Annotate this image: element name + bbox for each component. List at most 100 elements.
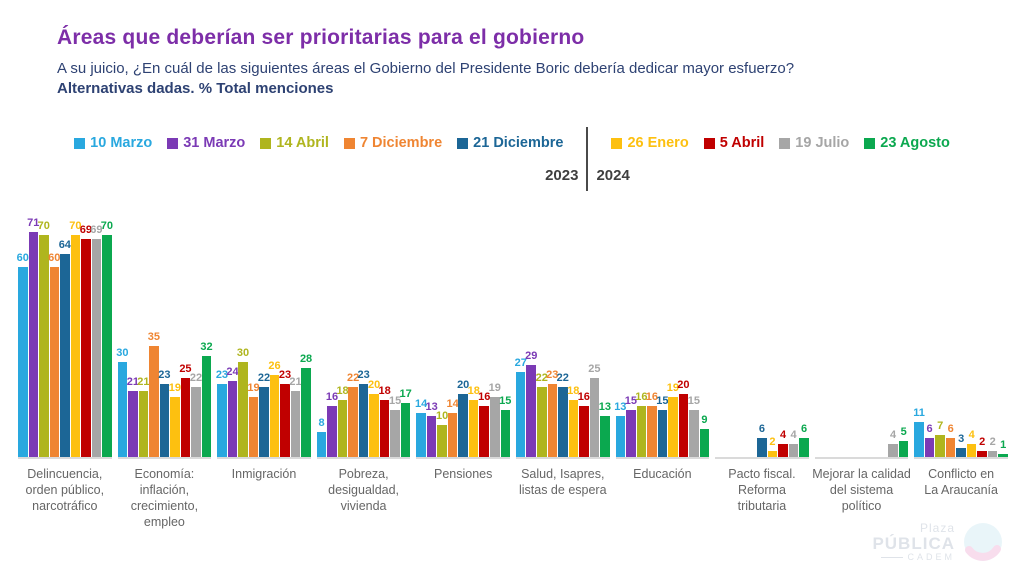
bar-value-label: 15 [389, 394, 402, 407]
bar-19-julio [987, 450, 998, 457]
bar-group: 14 13 10 14 20 18 16 19 15 [415, 217, 511, 459]
bar-21-diciembre [159, 384, 170, 457]
bar-value-label: 71 [27, 217, 40, 230]
bar-value-label: 25 [179, 362, 192, 375]
bar-slot [736, 217, 746, 457]
logo-publica-text: PÚBLICA [872, 533, 955, 553]
bar-value-label: 6 [926, 423, 933, 435]
category-group: 11 6 7 6 3 4 2 2 1 Conflicto en La Araucanía [913, 217, 1008, 530]
legend-label: 7 Diciembre [359, 135, 443, 151]
bar-slot: 22 [189, 217, 203, 457]
bar-slot: 3 [956, 217, 966, 457]
bar-slot: 22 [536, 217, 548, 457]
bar-slot: 17 [400, 217, 412, 457]
category-label: Pobreza, desigualdad, vivienda [328, 467, 400, 513]
bar-slot: 6 [757, 217, 767, 457]
bar-value-label: 2 [769, 435, 776, 448]
legend-label: 31 Marzo [183, 135, 246, 151]
bar-group: 60 71 70 60 64 70 69 69 70 [17, 217, 113, 459]
bar-19-julio [390, 409, 400, 457]
bar-value-label: 22 [257, 372, 271, 385]
bar-value-label: 27 [514, 356, 527, 369]
bar-value-label: 15 [624, 394, 637, 407]
bar-value-label: 70 [69, 220, 82, 233]
bar-value-label: 70 [37, 220, 50, 233]
bar-19-julio [191, 387, 201, 457]
bar-14-abril [636, 406, 647, 457]
category-group: 23 24 30 19 22 26 23 21 28 Inmigración [216, 217, 312, 530]
bar-value-label: 60 [48, 252, 61, 264]
category-group: 4 5 Mejorar la calidad del sistema polític… [812, 217, 911, 530]
bar-value-label: 4 [779, 429, 787, 442]
bar-group: 8 16 18 22 23 20 18 15 17 [316, 217, 412, 459]
bar-value-label: 2 [989, 435, 996, 448]
bar-slot: 19 [247, 217, 260, 457]
legend-label: 19 Julio [795, 135, 850, 151]
category-group: 27 29 22 23 22 18 16 25 13 Salud, Isapres, listas… [514, 217, 611, 530]
bar-10-marzo [515, 371, 526, 457]
bar-23-agosto [201, 355, 212, 457]
bar-value-label: 4 [890, 429, 897, 442]
bar-value-label: 13 [425, 400, 438, 413]
bar-value-label: 23 [278, 369, 292, 382]
legend-swatch-icon [343, 137, 355, 149]
bar-7-diciembre [149, 346, 159, 457]
bar-23-agosto [799, 438, 809, 457]
legend-item-5-abril: 5 Abril [703, 127, 764, 151]
bar-value-label: 22 [189, 372, 203, 385]
bar-value-label: 19 [247, 381, 260, 394]
bar-31-marzo [227, 381, 238, 457]
legend-item-7-diciembre: 7 Diciembre [343, 127, 443, 151]
bar-19-julio [689, 409, 699, 457]
bar-value-label: 20 [677, 378, 690, 391]
bar-slot: 19 [169, 217, 181, 457]
bar-10-marzo [316, 431, 327, 457]
bar-23-agosto [699, 428, 710, 457]
legend-label: 10 Marzo [90, 135, 153, 151]
bar-7-diciembre [447, 412, 458, 457]
bar-value-label: 30 [116, 347, 129, 359]
bar-value-label: 15 [656, 394, 669, 407]
bar-slot: 23 [216, 217, 228, 457]
legend-item-31-marzo: 31 Marzo [167, 127, 245, 151]
bar-value-label: 18 [378, 385, 391, 397]
bar-slot: 4 [888, 217, 898, 457]
bar-value-label: 16 [577, 391, 590, 404]
bar-14-abril [437, 425, 447, 457]
bar-7-diciembre [49, 267, 60, 457]
legend-swatch-icon [611, 137, 623, 149]
bar-group: 23 24 30 19 22 26 23 21 28 [216, 217, 312, 459]
bar-value-label: 70 [100, 220, 113, 233]
bar-21-diciembre [358, 384, 369, 457]
bar-slot: 20 [677, 217, 690, 457]
bar-slot: 6 [924, 217, 935, 457]
bar-23-agosto [998, 453, 1008, 457]
cadem-logo: Plaza PÚBLICA CADEM [872, 521, 1004, 563]
bar-10-marzo [914, 422, 924, 457]
bar-slot: 1 [998, 217, 1008, 457]
chart-legend: 10 Marzo 31 Marzo 14 Abril 7 Diciembre 21 Di… [0, 127, 1024, 191]
bar-5-abril [280, 384, 290, 457]
bar-10-marzo [117, 362, 128, 457]
bar-value-label: 4 [968, 429, 975, 442]
legend-swatch-icon [457, 137, 469, 149]
bar-slot: 16 [478, 217, 490, 457]
bar-21-diciembre [558, 387, 568, 457]
bar-value-label: 13 [614, 400, 627, 413]
bar-value-label: 16 [325, 391, 339, 404]
bar-slot: 35 [148, 217, 160, 457]
bar-14-abril [537, 387, 547, 457]
bar-slot [726, 217, 736, 457]
bar-value-label: 10 [436, 410, 449, 423]
bar-value-label: 64 [58, 239, 71, 252]
bar-value-label: 25 [588, 362, 601, 375]
bar-slot: 9 [699, 217, 710, 457]
bar-value-label: 6 [800, 423, 808, 435]
bar-31-marzo [426, 415, 437, 457]
bar-23-agosto [102, 235, 112, 457]
category-label: Delincuencia, orden público, narcotráfic… [25, 467, 105, 513]
cadem-logo-text: Plaza PÚBLICA CADEM [872, 522, 955, 562]
bar-slot: 2 [767, 217, 778, 457]
bar-value-label: 23 [357, 369, 370, 382]
bar-value-label: 22 [346, 372, 360, 385]
